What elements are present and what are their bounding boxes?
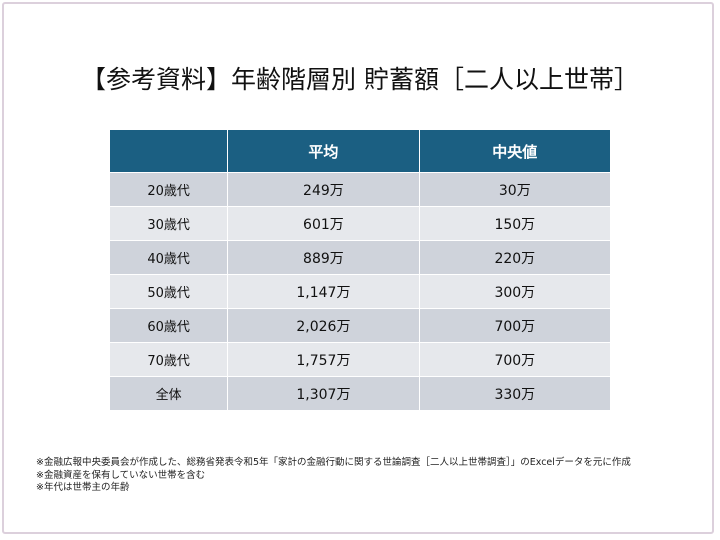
mean-cell: 1,307万: [227, 376, 420, 411]
footnote: ※金融広報中央委員会が作成した、総務省発表令和5年「家計の金融行動に関する世論調…: [36, 457, 631, 468]
table-row: 30歳代 601万 150万: [108, 206, 612, 241]
median-cell: 330万: [418, 376, 612, 411]
slide-title: 【参考資料】年齢階層別 貯蓄額［二人以上世帯］: [81, 65, 639, 94]
footnote: ※金融資産を保有していない世帯を含む: [36, 469, 206, 481]
row-label: 60歳代: [108, 308, 229, 343]
mean-cell: 1,757万: [227, 342, 420, 377]
header-empty: [108, 129, 229, 173]
mean-cell: 889万: [227, 240, 420, 275]
row-label: 50歳代: [108, 274, 229, 309]
table-row: 全体 1,307万 330万: [108, 376, 612, 411]
median-cell: 300万: [418, 274, 612, 309]
footnotes: ※金融広報中央委員会が作成した、総務省発表令和5年「家計の金融行動に関する世論調…: [36, 457, 686, 495]
median-cell: 700万: [418, 308, 612, 343]
mean-cell: 2,026万: [227, 308, 420, 343]
row-label: 20歳代: [108, 172, 229, 207]
row-label: 30歳代: [108, 206, 229, 241]
table-row: 50歳代 1,147万 300万: [108, 274, 612, 309]
table-row: 20歳代 249万 30万: [108, 172, 612, 207]
row-label: 40歳代: [108, 240, 229, 275]
slide-frame: [2, 2, 714, 534]
median-cell: 220万: [418, 240, 612, 275]
median-cell: 700万: [418, 342, 612, 377]
header-mean: 平均: [227, 129, 420, 173]
row-label: 全体: [108, 376, 229, 411]
table-row: 60歳代 2,026万 700万: [108, 308, 612, 343]
median-cell: 150万: [418, 206, 612, 241]
mean-cell: 249万: [227, 172, 420, 207]
mean-cell: 601万: [227, 206, 420, 241]
footnote: ※年代は世帯主の年齢: [36, 482, 130, 493]
header-median: 中央値: [418, 129, 612, 173]
mean-cell: 1,147万: [227, 274, 420, 309]
table-row: 40歳代 889万 220万: [108, 240, 612, 275]
table-header-row: 平均 中央値: [108, 129, 612, 173]
row-label: 70歳代: [108, 342, 229, 377]
median-cell: 30万: [418, 172, 612, 207]
table-row: 70歳代 1,757万 700万: [108, 342, 612, 377]
savings-table: 平均 中央値 20歳代 249万 30万 30歳代 601万 150万 40歳代 889万 22…: [108, 129, 612, 411]
